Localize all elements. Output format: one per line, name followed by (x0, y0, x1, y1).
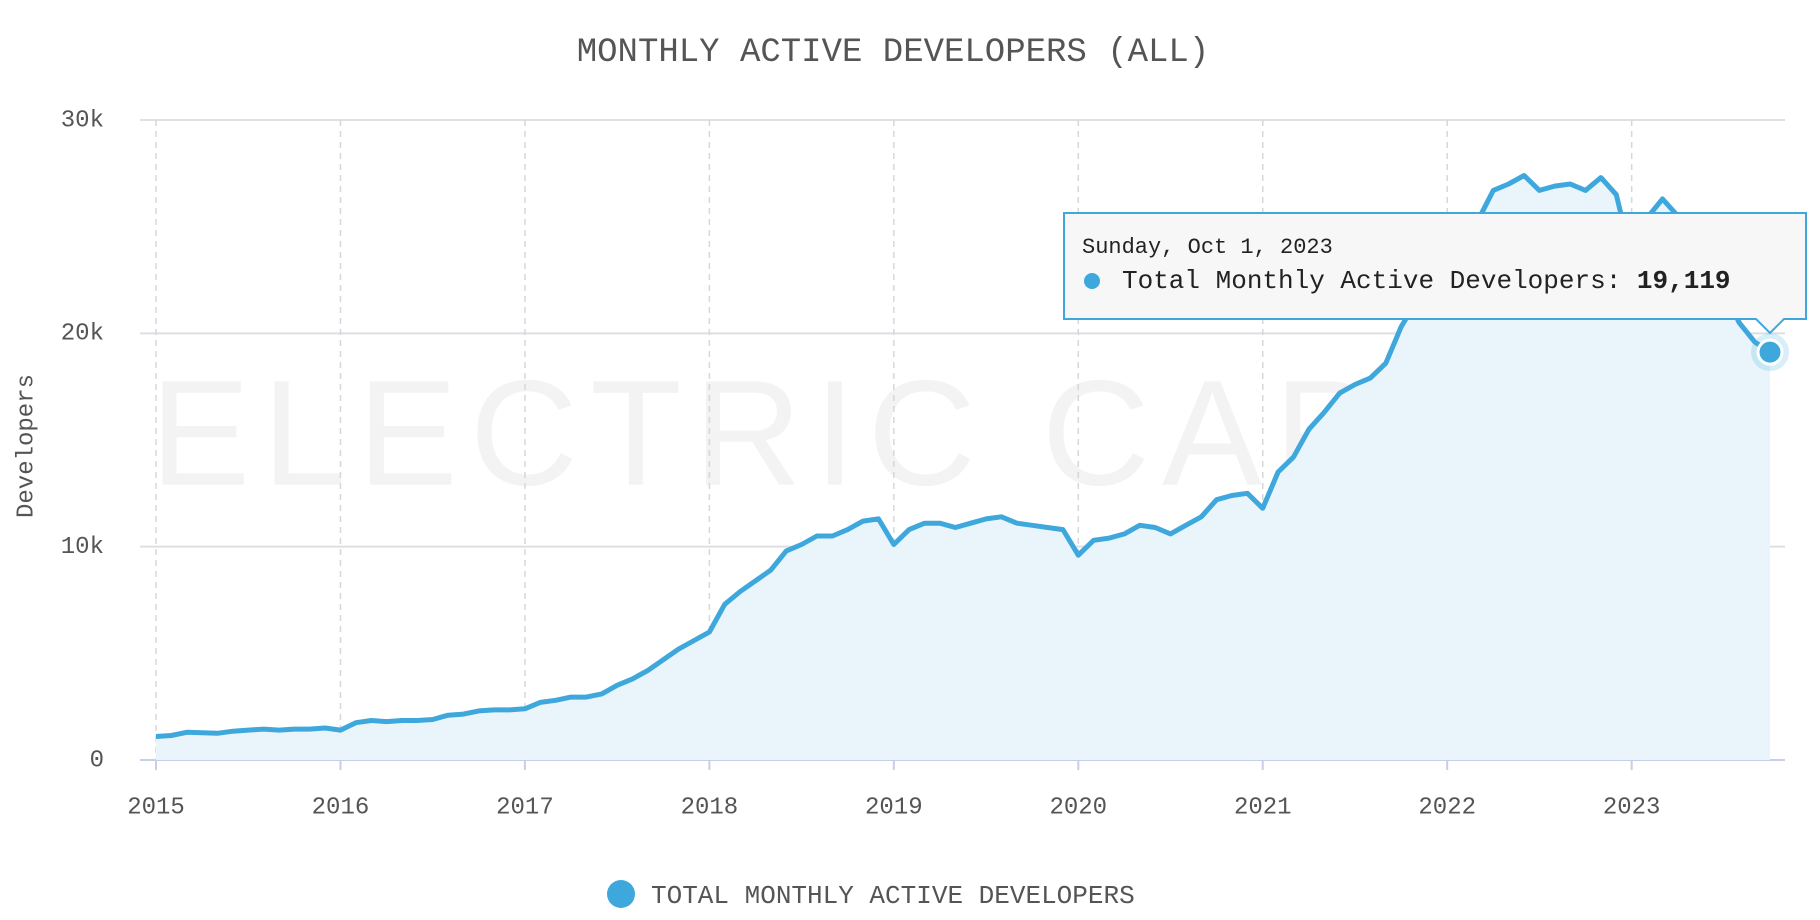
highlight-point (1756, 338, 1784, 366)
tooltip-title: Sunday, Oct 1, 2023 (1082, 235, 1333, 260)
tooltip: Sunday, Oct 1, 2023 Total Monthly Active … (1063, 212, 1807, 335)
legend-marker (607, 880, 635, 908)
x-tick-label: 2020 (1049, 794, 1107, 821)
tooltip-separator: : (1606, 266, 1637, 296)
legend-label: Total Monthly Active Developers (651, 881, 1135, 911)
x-tick-label: 2016 (312, 794, 370, 821)
tooltip-series: Total Monthly Active Developers: 19,119 (1122, 266, 1731, 296)
x-tick-label: 2018 (681, 794, 739, 821)
y-tick-label: 0 (90, 747, 104, 774)
y-tick-label: 30k (61, 107, 104, 134)
area (156, 175, 1770, 760)
tooltip-box (1063, 212, 1807, 335)
x-tick-label: 2022 (1418, 794, 1476, 821)
x-tick-label: 2015 (127, 794, 185, 821)
x-tick-label: 2023 (1603, 794, 1661, 821)
line (155, 173, 1772, 739)
x-tick-label: 2019 (865, 794, 923, 821)
y-tick-label: 20k (61, 321, 104, 348)
tooltip-dot (1084, 273, 1100, 289)
chart-title: MONTHLY ACTIVE DEVELOPERS (ALL) (577, 34, 1210, 72)
y-axis-title: Developers (13, 374, 40, 518)
tooltip-series-name: Total Monthly Active Developers (1122, 266, 1606, 296)
tooltip-value: 19,119 (1637, 266, 1731, 296)
x-tick-label: 2021 (1234, 794, 1292, 821)
x-tick-label: 2017 (496, 794, 554, 821)
y-tick-label: 10k (61, 534, 104, 561)
